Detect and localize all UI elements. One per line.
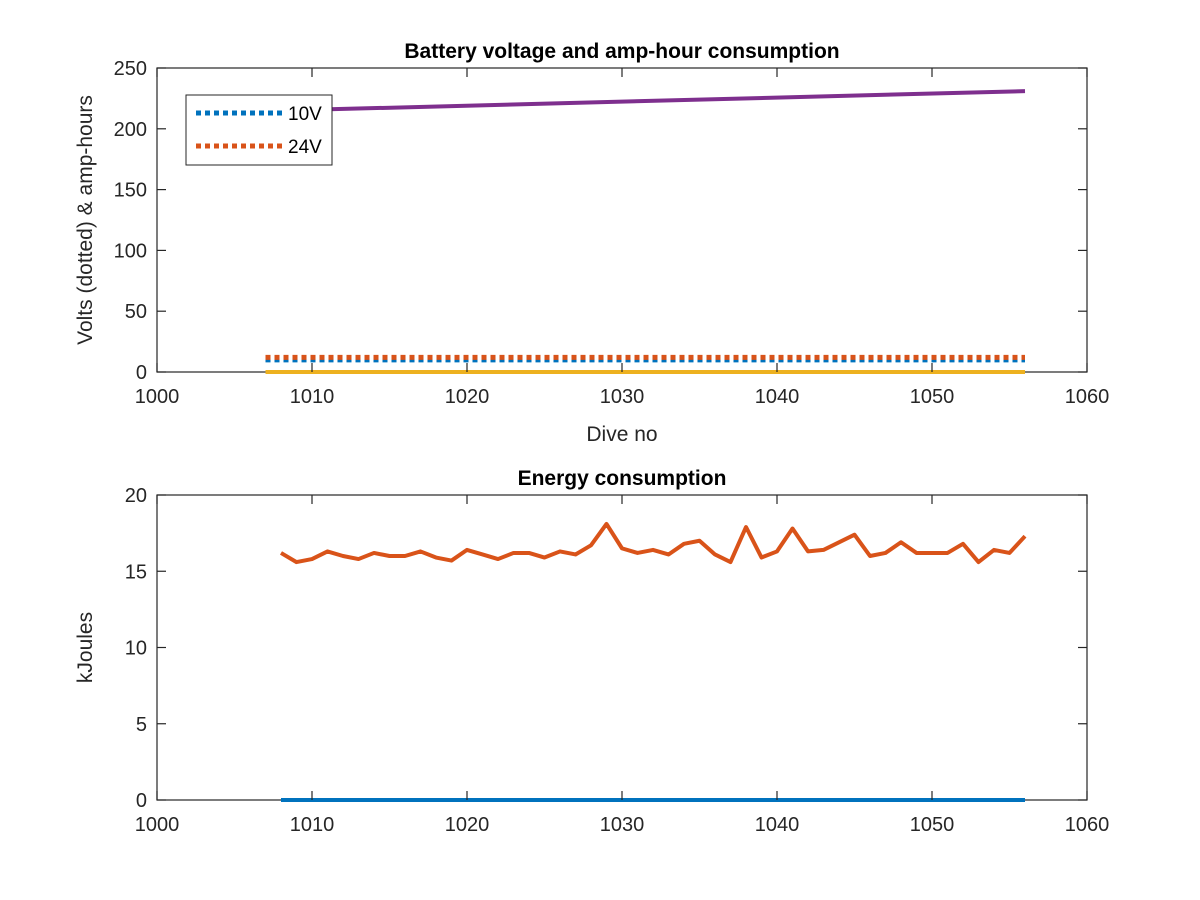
y-tick-label: 0 bbox=[136, 362, 147, 384]
y-tick-label: 150 bbox=[114, 180, 147, 202]
voltage-amphour-axes: Battery voltage and amp-hour consumption… bbox=[74, 40, 1109, 446]
chart-marks bbox=[265, 89, 1026, 374]
x-tick-label: 1010 bbox=[290, 814, 335, 836]
x-tick-label: 1000 bbox=[135, 386, 180, 408]
axis-ticks: 1000 1010 1020 1030 1040 1050 1060 0 5 10 15 20 bbox=[125, 485, 1110, 836]
x-tick-label: 1030 bbox=[600, 386, 645, 408]
y-axis-label: kJoules bbox=[74, 612, 97, 683]
axis-ticks: 1000 1010 1020 1030 1040 1050 1060 0 50 100 150 200… bbox=[114, 58, 1110, 408]
y-axis-label: Volts (dotted) & amp-hours bbox=[74, 95, 97, 345]
series-line-4 bbox=[280, 89, 1026, 113]
x-tick-label: 1040 bbox=[755, 814, 800, 836]
x-tick-label: 1020 bbox=[445, 814, 490, 836]
series-line-2 bbox=[279, 521, 1027, 565]
legend: 10V 24V bbox=[185, 94, 333, 166]
legend-entry-24v: 24V bbox=[288, 137, 322, 158]
y-tick-label: 0 bbox=[136, 790, 147, 812]
y-tick-label: 20 bbox=[125, 485, 147, 507]
legend-entry-10v: 10V bbox=[288, 104, 322, 125]
y-tick-label: 250 bbox=[114, 58, 147, 80]
x-tick-label: 1060 bbox=[1065, 814, 1110, 836]
x-tick-label: 1050 bbox=[910, 814, 955, 836]
y-tick-label: 5 bbox=[136, 714, 147, 736]
energy-axes: Energy consumption 1000 1010 1020 1030 1040 1… bbox=[74, 467, 1109, 836]
y-tick-label: 15 bbox=[125, 561, 147, 583]
x-tick-label: 1060 bbox=[1065, 386, 1110, 408]
y-tick-label: 100 bbox=[114, 240, 147, 262]
chart-title: Energy consumption bbox=[518, 467, 727, 490]
x-tick-label: 1020 bbox=[445, 386, 490, 408]
x-axis-label: Dive no bbox=[586, 423, 657, 446]
y-tick-label: 200 bbox=[114, 119, 147, 141]
chart-title: Battery voltage and amp-hour consumption bbox=[404, 40, 839, 63]
plot-area bbox=[156, 494, 1088, 801]
y-tick-label: 10 bbox=[125, 638, 147, 660]
x-tick-label: 1030 bbox=[600, 814, 645, 836]
x-tick-label: 1050 bbox=[910, 386, 955, 408]
legend-box bbox=[185, 94, 333, 166]
x-tick-label: 1000 bbox=[135, 814, 180, 836]
x-tick-label: 1040 bbox=[755, 386, 800, 408]
x-tick-label: 1010 bbox=[290, 386, 335, 408]
chart-marks bbox=[279, 521, 1027, 802]
y-tick-label: 50 bbox=[125, 301, 147, 323]
